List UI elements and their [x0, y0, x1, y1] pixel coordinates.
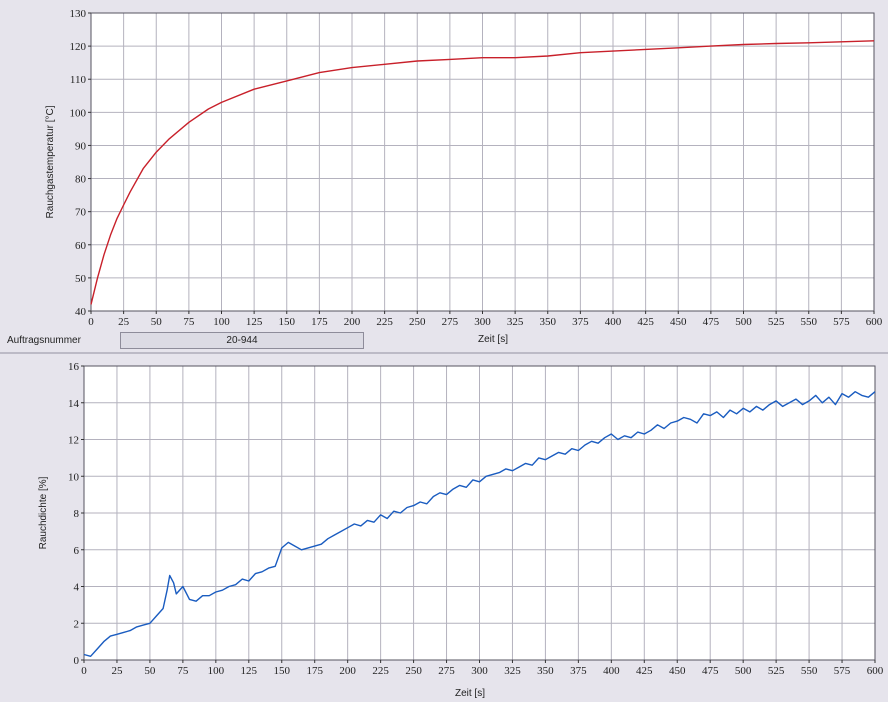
- y-tick-label: 10: [68, 471, 80, 483]
- y-tick-label: 8: [74, 508, 80, 520]
- x-tick-label: 200: [344, 316, 361, 328]
- x-tick-label: 325: [507, 316, 524, 328]
- y-tick-label: 40: [75, 306, 87, 318]
- y-tick-label: 130: [70, 8, 87, 20]
- x-tick-label: 525: [768, 665, 785, 677]
- y-tick-label: 70: [75, 207, 87, 219]
- y-tick-label: 100: [70, 107, 87, 119]
- x-tick-label: 600: [866, 316, 883, 328]
- x-tick-label: 400: [603, 665, 620, 677]
- y-tick-label: 90: [75, 140, 87, 152]
- x-tick-label: 500: [735, 665, 752, 677]
- x-tick-label: 275: [438, 665, 455, 677]
- x-tick-label: 50: [151, 316, 163, 328]
- y-tick-label: 16: [68, 361, 80, 373]
- x-tick-label: 0: [81, 665, 87, 677]
- x-tick-label: 575: [833, 316, 850, 328]
- x-tick-label: 175: [306, 665, 323, 677]
- series-line: [90, 40, 875, 305]
- x-tick-label: 450: [670, 316, 687, 328]
- y-tick-label: 120: [70, 41, 87, 53]
- x-tick-label: 100: [213, 316, 230, 328]
- y-tick-label: 12: [68, 435, 79, 447]
- x-tick-label: 300: [474, 316, 491, 328]
- y-tick-label: 0: [74, 655, 80, 667]
- x-tick-label: 200: [339, 665, 356, 677]
- x-tick-label: 150: [279, 316, 296, 328]
- x-tick-label: 225: [376, 316, 393, 328]
- x-tick-label: 450: [669, 665, 686, 677]
- y-tick-label: 60: [75, 240, 87, 252]
- x-tick-label: 425: [637, 316, 654, 328]
- x-tick-label: 550: [801, 665, 818, 677]
- x-tick-label: 525: [768, 316, 785, 328]
- x-tick-label: 0: [88, 316, 94, 328]
- x-tick-label: 250: [409, 316, 426, 328]
- panel-separator: [0, 352, 888, 354]
- x-tick-label: 275: [442, 316, 459, 328]
- x-tick-label: 75: [183, 316, 195, 328]
- x-tick-label: 250: [405, 665, 422, 677]
- x-tick-label: 425: [636, 665, 653, 677]
- x-tick-label: 375: [570, 665, 587, 677]
- x-tick-label: 350: [537, 665, 554, 677]
- x-tick-label: 150: [274, 665, 291, 677]
- x-tick-label: 475: [703, 316, 720, 328]
- x-tick-label: 550: [801, 316, 818, 328]
- x-tick-label: 25: [111, 665, 123, 677]
- y-tick-label: 80: [75, 174, 87, 186]
- y-tick-label: 6: [74, 545, 80, 557]
- y-tick-label: 4: [74, 582, 80, 594]
- x-tick-label: 125: [246, 316, 263, 328]
- x-tick-label: 225: [372, 665, 389, 677]
- x-tick-label: 350: [540, 316, 557, 328]
- x-tick-label: 400: [605, 316, 622, 328]
- order-number-bar: Auftragsnummer 20-944: [0, 330, 888, 352]
- x-tick-label: 100: [208, 665, 225, 677]
- x-axis-title: Zeit [s]: [455, 688, 485, 699]
- x-tick-label: 175: [311, 316, 328, 328]
- temperature-chart: 0 25 50 75 100 125 150 175 200 225 250 275 300 325 350…: [45, 8, 883, 345]
- series-line: [83, 391, 876, 657]
- x-axis-title: Zeit [s]: [478, 334, 508, 345]
- y-tick-label: 110: [70, 74, 87, 86]
- y-axis-title: Rauchdichte [%]: [38, 476, 49, 549]
- order-number-label: Auftragsnummer: [7, 335, 81, 346]
- x-tick-label: 500: [735, 316, 752, 328]
- smoke-density-chart: 0 25 50 75 100 125 150 175 200 225 250 275 300 325 350…: [38, 361, 884, 699]
- order-number-field[interactable]: 20-944: [120, 332, 364, 349]
- x-tick-label: 475: [702, 665, 719, 677]
- x-tick-label: 300: [471, 665, 488, 677]
- x-tick-label: 575: [834, 665, 851, 677]
- x-tick-label: 75: [177, 665, 189, 677]
- y-tick-label: 2: [74, 618, 80, 630]
- y-tick-label: 14: [68, 398, 80, 410]
- x-tick-label: 125: [241, 665, 258, 677]
- y-tick-label: 50: [75, 273, 87, 285]
- x-tick-label: 375: [572, 316, 589, 328]
- x-tick-label: 50: [144, 665, 156, 677]
- x-tick-label: 25: [118, 316, 130, 328]
- y-axis-title: Rauchgastemperatur [°C]: [45, 105, 56, 218]
- x-tick-label: 600: [867, 665, 884, 677]
- x-tick-label: 325: [504, 665, 521, 677]
